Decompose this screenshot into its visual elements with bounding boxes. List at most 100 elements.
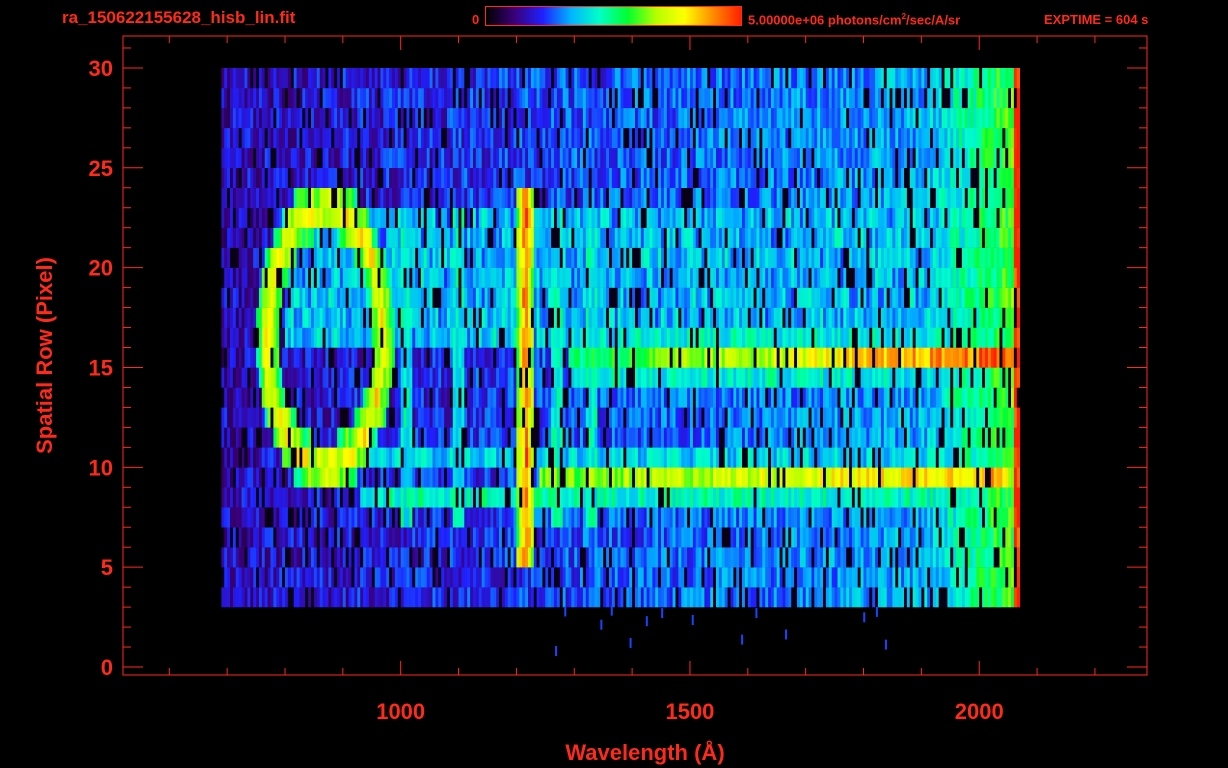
heatmap-cell [334, 587, 338, 608]
heatmap-cell [1016, 307, 1021, 328]
heatmap-cell [626, 547, 630, 568]
heatmap-cell [640, 587, 645, 608]
heatmap-cell [296, 387, 300, 408]
heatmap-cell [834, 367, 838, 388]
heatmap-cell [906, 267, 911, 288]
heatmap-cell [475, 527, 480, 548]
heatmap-cell [730, 447, 734, 468]
heatmap-cell [866, 527, 870, 548]
heatmap-cell [753, 307, 757, 328]
heatmap-cell [768, 407, 772, 428]
heatmap-cell [878, 247, 882, 268]
heatmap-cell [377, 567, 381, 588]
heatmap-cell [588, 247, 592, 268]
heatmap-cell [892, 487, 896, 508]
heatmap-cell [606, 467, 610, 488]
heatmap-cell [473, 487, 477, 508]
heatmap-cell [342, 547, 347, 568]
heatmap-cell [672, 327, 676, 348]
heatmap-cell [525, 347, 529, 368]
heatmap-cell [276, 587, 280, 608]
heatmap-cell [661, 587, 665, 608]
heatmap-cell [267, 247, 271, 268]
heatmap-cell [409, 587, 413, 608]
heatmap-cell [831, 387, 835, 408]
heatmap-cell [609, 447, 613, 468]
heatmap-cell [305, 267, 309, 288]
heatmap-cell [504, 267, 509, 288]
heatmap-cell [747, 267, 752, 288]
heatmap-cell [449, 507, 454, 528]
heatmap-cell [953, 307, 957, 328]
heatmap-cell [808, 487, 812, 508]
heatmap-cell [273, 467, 277, 488]
heatmap-cell [259, 367, 263, 388]
heatmap-cell [950, 527, 954, 548]
heatmap-cell [857, 267, 861, 288]
heatmap-cell [444, 367, 448, 388]
heatmap-cell [695, 587, 699, 608]
heatmap-cell [528, 247, 532, 268]
heatmap-cell [889, 507, 893, 528]
heatmap-cell [1002, 327, 1006, 348]
heatmap-cell [901, 527, 905, 548]
heatmap-cell [797, 307, 801, 328]
heatmap-cell [542, 427, 546, 448]
heatmap-cell [669, 507, 673, 528]
heatmap-cell [987, 307, 992, 328]
heatmap-cell [979, 447, 983, 468]
heatmap-cell [484, 347, 488, 368]
heatmap-cell [452, 347, 457, 368]
heatmap-cell [672, 287, 676, 308]
heatmap-cell [230, 467, 234, 488]
heatmap-cell [973, 387, 977, 408]
heatmap-cell [692, 387, 697, 408]
heatmap-cell [232, 367, 237, 388]
heatmap-cell [788, 267, 792, 288]
heatmap-cell [744, 287, 749, 308]
heatmap-cell [580, 547, 584, 568]
heatmap-cell [918, 427, 922, 448]
heatmap-cell [817, 587, 821, 608]
heatmap-cell [921, 267, 925, 288]
heatmap-cell [285, 367, 289, 388]
heatmap-cell [794, 247, 798, 268]
heatmap-cell [779, 287, 783, 308]
heatmap-cell [290, 447, 295, 468]
heatmap-cell [924, 287, 928, 308]
heatmap-cell [904, 407, 908, 428]
heatmap-cell [383, 547, 387, 568]
heatmap-cell [666, 547, 671, 568]
heatmap-cell [799, 567, 804, 588]
heatmap-cell [1005, 327, 1009, 348]
heatmap-cell [698, 587, 702, 608]
heatmap-cell [860, 587, 864, 608]
heatmap-cell [360, 567, 364, 588]
heatmap-cell [464, 467, 468, 488]
heatmap-cell [452, 427, 457, 448]
heatmap-cell [918, 347, 922, 368]
heatmap-cell [478, 447, 483, 468]
heatmap-cell [551, 567, 555, 588]
heatmap-cell [987, 567, 992, 588]
heatmap-cell [296, 367, 300, 388]
heatmap-cell [406, 387, 410, 408]
heatmap-cell [285, 567, 289, 588]
heatmap-cell [797, 407, 801, 428]
heatmap-cell [872, 267, 876, 288]
heatmap-cell [935, 527, 940, 548]
heatmap-cell [961, 287, 966, 308]
heatmap-cell [345, 487, 349, 508]
heatmap-cell [568, 367, 572, 388]
heatmap-cell [956, 587, 960, 608]
heatmap-cell [313, 307, 318, 328]
heatmap-cell [831, 267, 835, 288]
heatmap-cell [716, 367, 720, 388]
heatmap-cell [831, 247, 835, 268]
heatmap-cell [528, 487, 532, 508]
heatmap-cell [299, 407, 303, 428]
heatmap-cell [403, 427, 407, 448]
heatmap-cell [643, 407, 647, 428]
heatmap-cell [886, 347, 890, 368]
heatmap-cell [626, 427, 630, 448]
